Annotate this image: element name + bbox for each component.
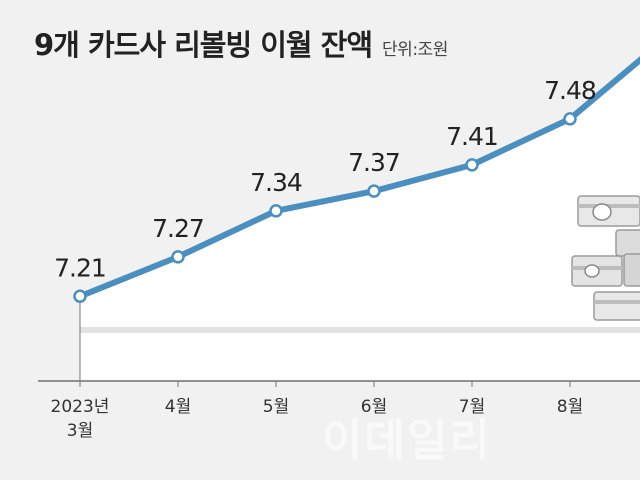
x-ticks <box>79 300 571 387</box>
unit-label: 단위:조원 <box>382 40 448 60</box>
x-tick-label: 5월 <box>263 397 289 417</box>
x-tick-label: 8월 <box>557 397 583 417</box>
data-labels: 7.21 7.27 7.34 7.37 7.41 7.48 <box>54 76 597 282</box>
data-points <box>73 112 577 304</box>
chart-title: 9개 카드사 리볼빙 이월 잔액 <box>34 28 373 62</box>
money-stack-illustration <box>571 195 640 321</box>
x-tick-label: 4월 <box>165 397 191 417</box>
x-tick-labels: 2023년 3월 4월 5월 6월 7월 8월 <box>51 397 584 441</box>
plot-area-fill <box>80 60 640 381</box>
data-point <box>563 112 577 126</box>
x-tick-label: 7월 <box>459 397 485 417</box>
data-label: 7.21 <box>54 253 106 282</box>
data-point <box>171 250 185 264</box>
data-label: 7.37 <box>348 148 400 177</box>
header: 9개 카드사 리볼빙 이월 잔액 단위:조원 <box>34 22 448 64</box>
data-point <box>269 204 283 218</box>
watermark: 이데일리 <box>322 415 492 466</box>
data-label: 7.48 <box>544 76 596 105</box>
x-tick-label: 2023년 3월 <box>51 397 110 441</box>
data-label: 7.34 <box>250 168 302 197</box>
x-tick-label: 6월 <box>361 397 387 417</box>
data-point <box>73 289 87 304</box>
data-point <box>465 158 479 172</box>
data-label: 7.41 <box>446 122 498 151</box>
data-point <box>367 184 381 198</box>
data-label: 7.27 <box>152 214 204 243</box>
